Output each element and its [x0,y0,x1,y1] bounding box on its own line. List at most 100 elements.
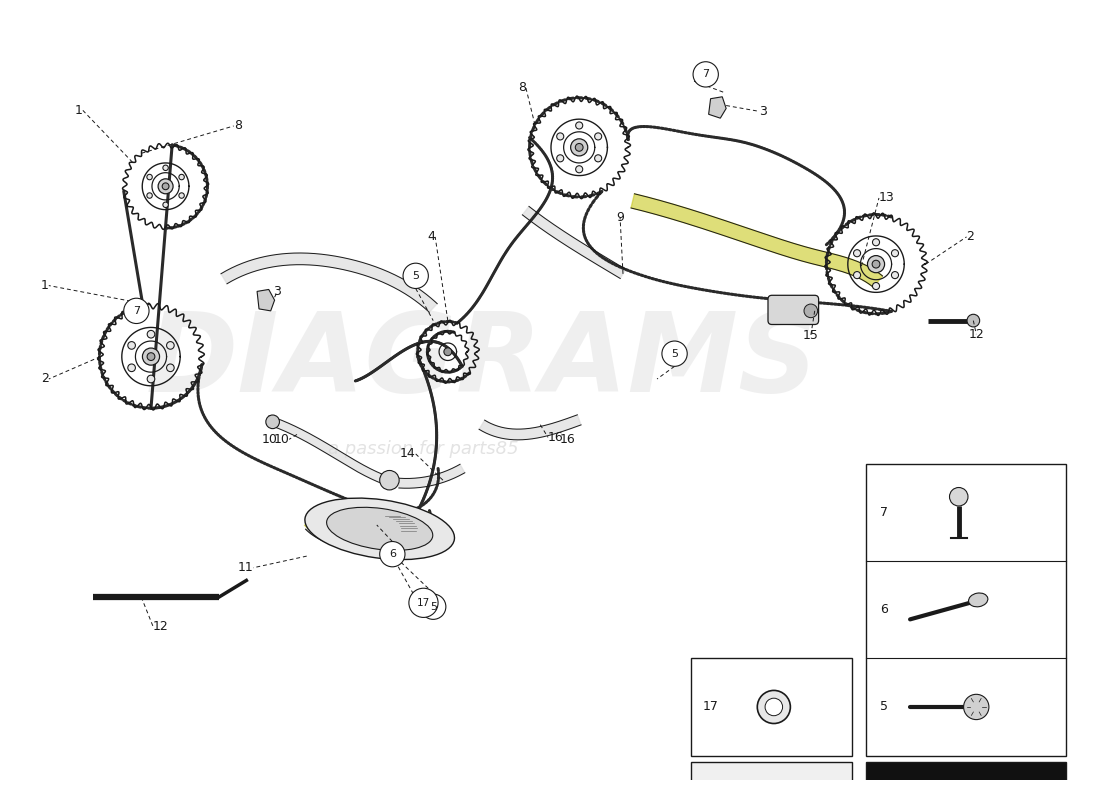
Text: 10: 10 [262,433,277,446]
Polygon shape [708,97,726,118]
Circle shape [693,62,718,87]
Circle shape [142,348,160,365]
Circle shape [557,154,564,162]
Polygon shape [306,517,429,550]
Text: 8: 8 [518,81,526,94]
Circle shape [444,348,452,356]
Text: 4: 4 [427,230,436,243]
Text: 12: 12 [968,328,984,341]
Text: 2: 2 [967,230,975,243]
Circle shape [766,698,782,716]
Text: 7: 7 [702,70,710,79]
Circle shape [147,330,155,338]
Circle shape [420,594,446,619]
Text: 13: 13 [879,191,894,205]
Circle shape [166,342,174,350]
Text: 1: 1 [75,104,82,117]
Polygon shape [480,415,581,440]
Polygon shape [399,464,465,488]
Circle shape [147,353,155,361]
Bar [691,658,851,756]
Text: 3: 3 [759,105,767,118]
Circle shape [854,271,860,278]
Circle shape [146,174,152,180]
Circle shape [662,341,688,366]
Text: 1: 1 [41,279,48,292]
Text: 10: 10 [273,433,289,446]
Text: 3: 3 [274,285,282,298]
Text: 5: 5 [412,271,419,281]
Circle shape [179,193,185,198]
Circle shape [891,250,899,257]
Polygon shape [221,253,437,312]
Bar [867,762,1066,800]
Circle shape [872,238,880,246]
Text: 11: 11 [238,562,253,574]
Ellipse shape [305,498,454,560]
Circle shape [403,263,428,289]
Text: 9: 9 [616,211,624,224]
Circle shape [128,364,135,372]
Circle shape [147,375,155,383]
Text: 5: 5 [430,602,437,612]
Circle shape [967,314,980,327]
Text: 8: 8 [233,119,242,133]
Text: 7: 7 [880,506,888,519]
Text: 7: 7 [133,306,140,316]
Circle shape [872,282,880,290]
Circle shape [891,271,899,278]
Text: DIAGRAMS: DIAGRAMS [145,308,818,415]
Text: 17: 17 [417,598,430,608]
Polygon shape [522,206,626,278]
Text: 12: 12 [153,620,168,633]
Circle shape [557,133,564,140]
Circle shape [575,166,583,173]
Bar [867,464,1066,756]
Circle shape [266,415,279,429]
Text: 15: 15 [803,329,818,342]
Circle shape [575,143,583,151]
Circle shape [128,342,135,350]
Circle shape [757,690,791,723]
Circle shape [163,165,168,170]
Text: 2: 2 [41,373,48,386]
Circle shape [162,183,169,190]
Text: 17: 17 [703,701,718,714]
Circle shape [804,304,817,318]
Circle shape [595,133,602,140]
Text: 16: 16 [560,433,575,446]
Circle shape [868,255,884,273]
FancyBboxPatch shape [768,295,818,325]
Circle shape [379,470,399,490]
Circle shape [575,122,583,129]
Circle shape [571,139,587,156]
Text: 14: 14 [400,447,416,461]
Polygon shape [266,416,396,487]
Circle shape [409,588,438,618]
Ellipse shape [327,507,432,550]
Bar [691,762,851,800]
Text: a passion for parts85: a passion for parts85 [328,440,519,458]
Circle shape [595,154,602,162]
Circle shape [964,694,989,720]
Circle shape [163,202,168,207]
Text: 16: 16 [548,431,564,444]
Circle shape [166,364,174,372]
Circle shape [379,542,405,567]
Text: 6: 6 [388,549,396,559]
Text: 6: 6 [880,603,888,616]
Circle shape [854,250,860,257]
Circle shape [158,179,173,194]
Circle shape [123,298,148,323]
Ellipse shape [968,593,988,607]
Circle shape [146,193,152,198]
Text: 109 02: 109 02 [937,786,996,800]
Polygon shape [257,290,275,311]
Circle shape [179,174,185,180]
Circle shape [949,487,968,506]
Text: 5: 5 [671,349,678,358]
Polygon shape [631,194,882,287]
Circle shape [872,260,880,268]
Polygon shape [706,782,783,800]
Text: 5: 5 [880,701,888,714]
